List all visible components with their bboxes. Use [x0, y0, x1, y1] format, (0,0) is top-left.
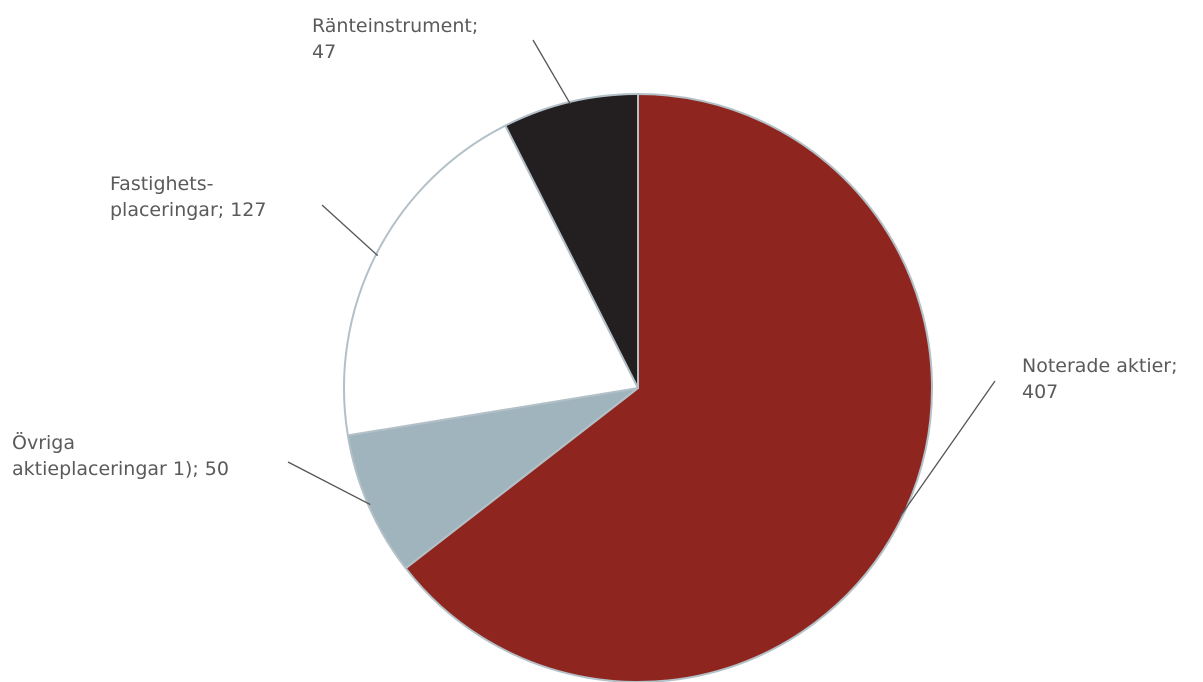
pie-slice-2 — [346, 387, 639, 570]
data-label-2-line-2: aktieplaceringar 1); 50 — [12, 458, 229, 480]
data-label-2: Övriga aktieplaceringar 1); 50 — [12, 431, 229, 480]
data-labels: Noterade aktier; 407 Övriga aktieplaceringa… — [12, 15, 1178, 480]
pie-slices — [343, 93, 933, 682]
data-label-3-line-2: placeringar; 127 — [110, 199, 266, 221]
leader-line-2 — [287, 461, 371, 506]
data-label-3-line-1: Fastighets- — [110, 173, 213, 195]
data-label-3: Fastighets-placeringar; 127 — [110, 173, 266, 221]
data-label-4-line-1: Ränteinstrument; — [312, 15, 478, 37]
leader-line-3 — [321, 204, 379, 257]
data-label-4-line-2: 47 — [312, 41, 336, 63]
data-label-1-line-1: Noterade aktier; — [1022, 355, 1178, 377]
data-label-2-line-1: Övriga — [12, 431, 75, 454]
leader-lines — [287, 39, 996, 517]
data-label-1-line-2: 407 — [1022, 381, 1058, 403]
data-label-1: Noterade aktier; 407 — [1022, 355, 1178, 403]
leader-line-1 — [899, 380, 996, 517]
leader-line-4 — [532, 39, 571, 105]
data-label-4: Ränteinstrument; 47 — [312, 15, 478, 63]
pie-slice-1 — [404, 93, 933, 682]
